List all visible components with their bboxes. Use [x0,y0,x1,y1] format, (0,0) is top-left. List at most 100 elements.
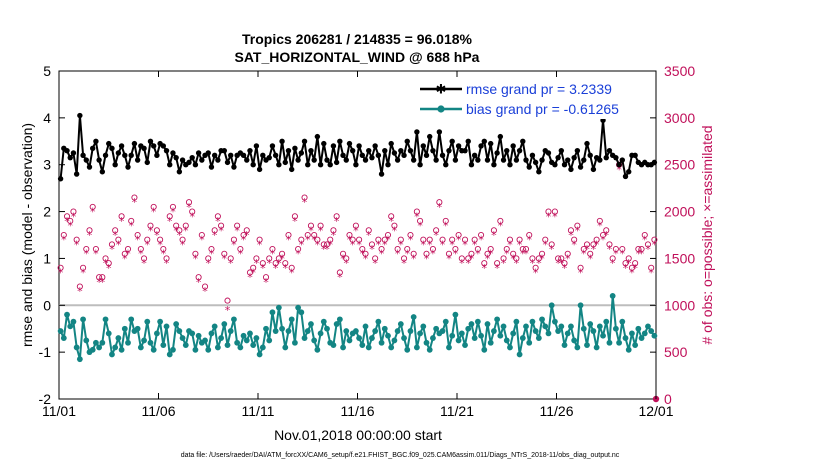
bias-point [641,330,648,337]
rmse-point [327,162,333,168]
obs-possible-marker [580,246,587,253]
rmse-point [369,154,375,161]
rmse-point [613,154,619,161]
bias-point [67,323,74,330]
obs-assimilated-marker: * [453,248,459,261]
bias-point [356,335,363,341]
rmse-point [362,157,369,163]
rmse-point [109,145,115,152]
obs-assimilated-marker: * [571,238,577,251]
bias-point [153,330,160,337]
bias-point [298,309,305,316]
rmse-point [478,143,484,149]
bias-point [375,318,382,325]
bias-point [430,335,436,341]
bias-point [263,325,269,332]
obs-assimilated-marker: * [408,234,414,247]
bias-point [388,344,395,351]
bias-point [266,337,273,344]
obs-possible-marker [272,260,279,267]
bias-point [507,344,513,351]
obs-assimilated-marker: * [395,248,401,261]
obs-possible-marker [115,236,122,243]
rmse-point [558,147,565,154]
obs-assimilated-marker: * [526,234,532,247]
obs-possible-marker [628,264,635,271]
rmse-point [96,157,102,163]
obs-assimilated-marker: * [96,276,102,289]
bias-point [227,328,234,334]
obs-assimilated-marker: * [283,262,289,275]
bias-point [491,328,497,334]
obs-assimilated-marker: * [170,206,176,219]
rmse-point [163,147,170,154]
obs-assimilated-marker: * [565,252,571,265]
y-tick-label: 4 [43,110,51,126]
rmse-point [619,157,625,163]
rmse-point [340,152,346,159]
rmse-point [462,147,468,154]
obs-assimilated-marker: * [417,220,423,233]
obs-possible-marker [577,264,584,271]
chart-subtitle: SAT_HORIZONTAL_WIND @ 688 hPa [235,49,480,65]
obs-possible-marker [250,264,257,271]
bias-point [102,316,109,323]
obs-assimilated-marker: * [250,266,256,279]
obs-assimilated-marker: * [504,248,510,261]
obs-possible-marker [262,274,270,281]
obs-possible-marker [92,246,99,253]
rmse-point [571,154,577,161]
bias-point [247,330,253,337]
obs-assimilated-marker: * [626,257,632,270]
rmse-point [244,157,250,163]
chart-title: Tropics 206281 / 214835 = 96.018% [242,31,473,47]
obs-possible-marker [295,246,302,253]
obs-assimilated-marker: * [247,271,253,284]
obs-possible-marker [266,255,273,262]
rmse-point [77,112,83,119]
obs-assimilated-marker: * [353,224,359,237]
obs-assimilated-marker: * [478,234,484,247]
obs-assimilated-marker: * [260,262,266,275]
bias-point [160,342,167,349]
rmse-point [626,169,632,175]
legend: ✱ rmse grand pr = 3.2339 bias grand pr =… [412,78,650,119]
obs-possible-marker [153,227,160,234]
obs-possible-marker [484,250,491,257]
bias-point [330,342,337,349]
obs-assimilated-marker: * [128,220,134,233]
rmse-point [539,157,545,163]
rmse-point [407,147,414,154]
bias-point [510,330,517,337]
obs-possible-marker [336,269,343,276]
rmse-point [465,138,471,144]
obs-assimilated-marker: * [244,229,250,242]
obs-assimilated-marker: * [344,257,350,270]
obs-assimilated-marker: * [321,243,327,256]
bias-point [73,344,80,351]
obs-assimilated-marker: * [302,196,308,209]
obs-assimilated-marker: * [543,238,549,251]
obs-assimilated-marker: * [604,229,610,242]
obs-assimilated-marker: * [616,163,622,176]
rmse-point [292,145,298,152]
rmse-point [581,157,587,163]
obs-possible-marker [471,236,478,243]
rmse-point [221,147,227,154]
obs-possible-marker [230,236,237,243]
obs-assimilated-marker: * [167,215,173,228]
obs-possible-marker [352,222,359,229]
rmse-point [122,152,128,159]
obs-possible-marker [108,241,116,248]
rmse-point [86,164,93,170]
rmse-point [160,143,167,149]
obs-assimilated-marker: * [231,238,237,251]
bias-point [423,339,430,346]
obs-assimilated-marker: * [449,238,455,251]
obs-assimilated-marker: * [141,257,147,270]
obs-possible-marker [63,213,71,220]
bias-point [381,325,388,332]
obs-possible-marker [503,246,510,253]
obs-possible-marker [205,255,212,262]
obs-assimilated-marker: * [186,201,192,214]
